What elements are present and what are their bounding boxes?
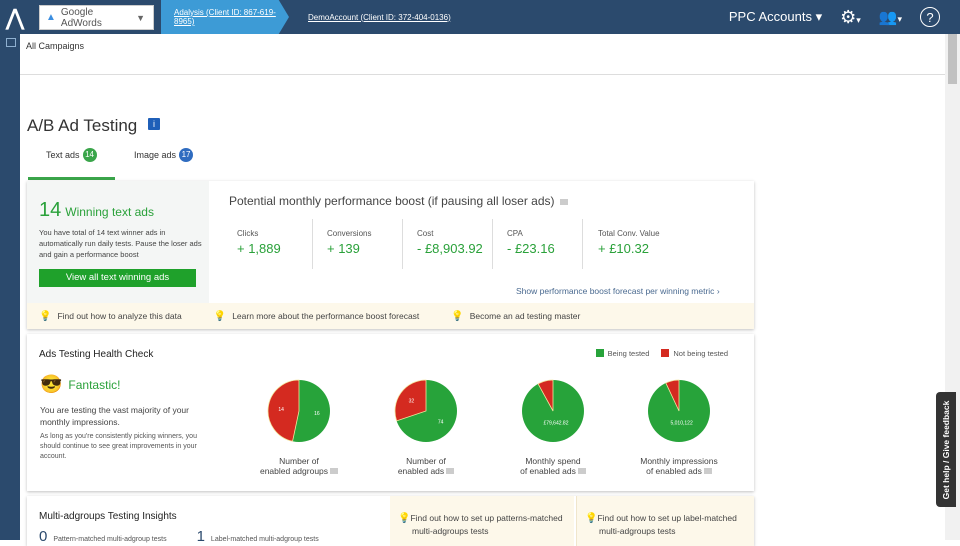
- pie-caption: Monthly impressions of enabled ads: [640, 456, 718, 476]
- pie-caption: Number of enabled adgroups: [239, 456, 359, 476]
- info-icon[interactable]: i: [148, 118, 160, 130]
- top-bar: ⋀ ▲ Google AdWords ▼ Adalysis (Client ID: …: [0, 0, 960, 34]
- tip-analyze[interactable]: 💡 Find out how to analyze this data: [39, 310, 182, 322]
- health-status: Fantastic!: [68, 377, 121, 392]
- account-crumb[interactable]: DemoAccount (Client ID: 372-404-0136): [308, 12, 451, 22]
- legend-not-tested: Not being tested: [661, 349, 728, 358]
- adwords-logo-icon: ▲: [46, 12, 56, 23]
- pie-label-not-tested: 14: [278, 407, 284, 413]
- metric-cost: Cost - £8,903.92: [417, 229, 483, 256]
- metric-cpa: CPA - £23.16: [507, 229, 555, 256]
- health-text: You are testing the vast majority of you…: [40, 405, 189, 427]
- pie-label-tested: 74: [438, 419, 444, 425]
- pie-label-tested: 5,010,122: [670, 421, 692, 427]
- pie-chart: 5,010,122: [648, 379, 710, 442]
- feedback-button[interactable]: Get help / Give feedback: [936, 392, 956, 507]
- tab-count-badge: 17: [179, 148, 194, 162]
- boost-forecast-link[interactable]: Show performance boost forecast per winn…: [516, 286, 720, 296]
- winning-description: You have total of 14 text winner ads in …: [39, 228, 202, 259]
- chevron-right-icon: ›: [716, 286, 720, 296]
- chevron-down-icon: ▼: [136, 12, 145, 23]
- boost-title: Potential monthly performance boost (if …: [229, 194, 568, 208]
- tab-text-ads[interactable]: Text ads 14: [28, 148, 115, 180]
- adalysis-logo-icon[interactable]: ⋀: [6, 5, 25, 30]
- tab-image-ads[interactable]: Image ads 17: [134, 148, 194, 180]
- platform-label: Google AdWords: [60, 6, 102, 29]
- metric-conv-value: Total Conv. Value + £10.32: [598, 229, 660, 256]
- winning-count: 14: [39, 199, 62, 221]
- ppc-accounts-menu[interactable]: PPC Accounts ▾: [728, 9, 823, 24]
- pie-caption: Number of enabled ads: [366, 456, 486, 476]
- client-crumb[interactable]: Adalysis (Client ID: 867-619-8965): [161, 0, 289, 34]
- page-title: A/B Ad Testing: [27, 116, 138, 135]
- pie-chart: £79,642.82: [522, 379, 584, 442]
- tip-pattern-tests[interactable]: 💡Find out how to set up patterns-matched…: [390, 496, 574, 546]
- health-title: Ads Testing Health Check: [39, 349, 154, 360]
- lightbulb-icon: 💡: [39, 310, 52, 322]
- pie-chart: 32 74: [394, 379, 457, 442]
- tip-boost-forecast[interactable]: 💡 Learn more about the performance boost …: [213, 310, 420, 322]
- sidebar-toggle-icon[interactable]: [6, 38, 16, 47]
- view-winning-ads-button[interactable]: View all text winning ads: [39, 269, 196, 287]
- sidebar: [0, 34, 20, 540]
- legend-tested: Being tested: [595, 349, 649, 358]
- lightbulb-icon: 💡: [451, 310, 464, 322]
- pie-slice-not-tested: [665, 379, 680, 412]
- multi-title: Multi-adgroups Testing Insights: [39, 511, 177, 522]
- health-subtext: As long as you're consistently picking w…: [40, 433, 197, 460]
- pie-label-tested: £79,642.82: [543, 421, 568, 427]
- divider: [20, 74, 945, 75]
- pie-slice-not-tested: [394, 379, 427, 422]
- label-stat: 1 Label-matched multi-adgroup tests: [196, 528, 319, 545]
- multi-adgroups-card: Multi-adgroups Testing Insights 0 Pattern…: [27, 496, 754, 546]
- pie-label-tested: 16: [314, 411, 320, 417]
- tip-master[interactable]: 💡 Become an ad testing master: [451, 310, 581, 322]
- pattern-stat: 0 Pattern-matched multi-adgroup tests: [39, 528, 167, 545]
- pie-caption: Monthly spend of enabled ads: [493, 456, 613, 476]
- help-icon[interactable]: ?: [920, 7, 940, 27]
- smiley-sunglasses-icon: 😎: [40, 374, 63, 394]
- metric-clicks: Clicks + 1,889: [237, 229, 281, 256]
- pie-slice-not-tested: [537, 379, 554, 412]
- performance-boost-card: 14 Winning text ads You have total of 14 …: [27, 181, 754, 329]
- winning-label: Winning text ads: [65, 205, 154, 219]
- pie-slice-not-tested: [267, 379, 300, 442]
- health-check-card: Ads Testing Health Check Being tested Not…: [27, 334, 754, 491]
- platform-dropdown[interactable]: ▲ Google AdWords ▼: [39, 5, 154, 30]
- lightbulb-icon: 💡: [213, 310, 227, 322]
- pie-label-not-tested: 32: [409, 399, 415, 405]
- users-icon[interactable]: 👥▾: [878, 9, 902, 26]
- breadcrumb[interactable]: All Campaigns: [26, 41, 85, 51]
- tip-label-tests[interactable]: 💡Find out how to set up label-matched mu…: [576, 496, 754, 546]
- gear-icon[interactable]: ⚙▾: [840, 6, 861, 27]
- metric-conversions: Conversions + 139: [327, 229, 372, 256]
- pie-chart: 14 16: [267, 379, 330, 442]
- tab-count-badge: 14: [82, 148, 97, 162]
